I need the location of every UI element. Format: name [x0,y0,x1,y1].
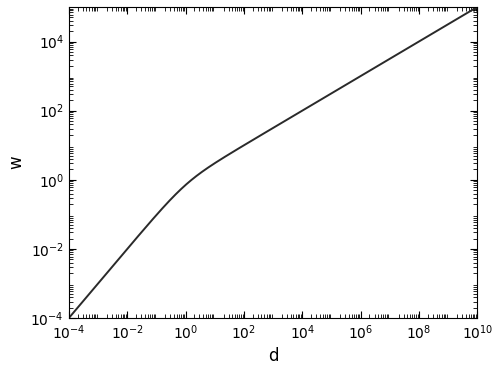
X-axis label: d: d [268,347,278,365]
Y-axis label: w: w [7,155,25,169]
